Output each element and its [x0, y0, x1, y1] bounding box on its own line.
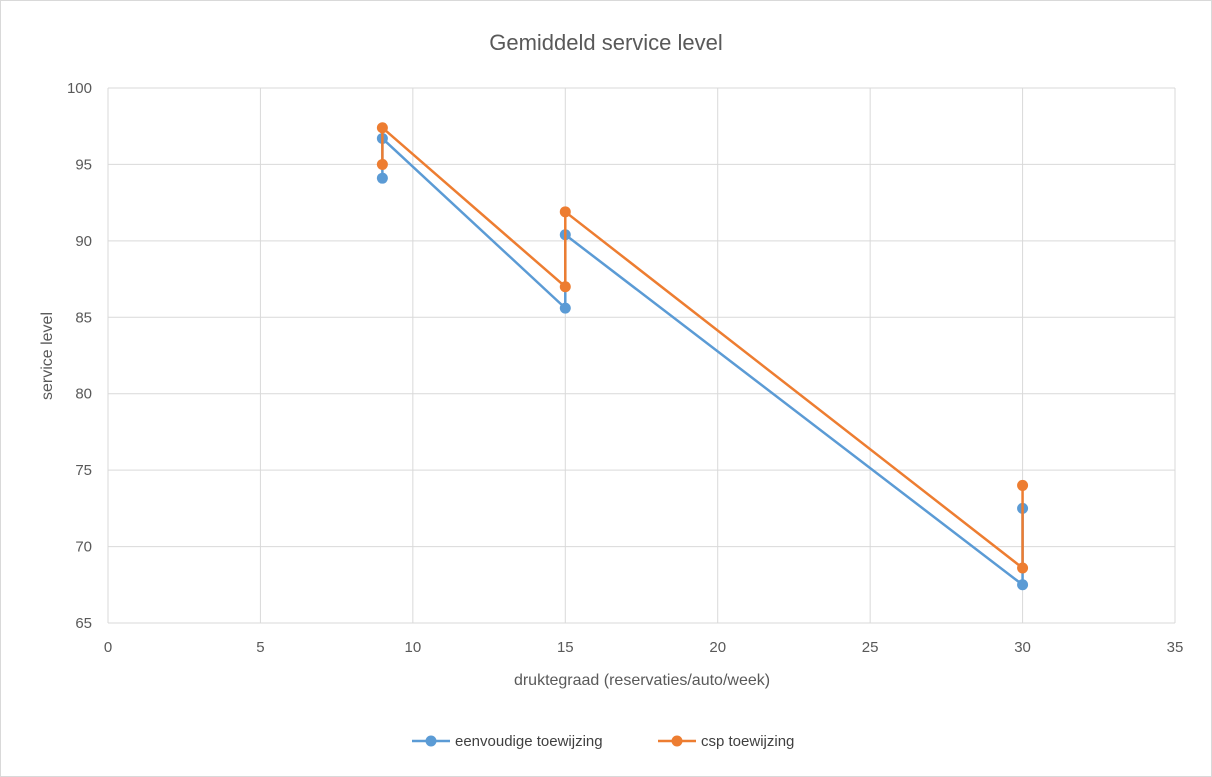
- data-point: [559, 302, 571, 314]
- x-tick-label: 15: [557, 639, 574, 656]
- y-tick-label: 80: [75, 386, 92, 403]
- y-tick-label: 65: [75, 615, 92, 632]
- y-tick-label: 100: [67, 80, 92, 97]
- series-line: [381, 126, 1024, 570]
- y-tick-label: 95: [75, 156, 92, 173]
- x-tick-label: 10: [405, 639, 422, 656]
- chart-title: Gemiddeld service level: [489, 30, 723, 55]
- x-tick-label: 25: [862, 639, 879, 656]
- data-point: [376, 122, 388, 134]
- x-tick-label: 20: [709, 639, 726, 656]
- y-axis-label: service level: [39, 312, 56, 400]
- series-2: [376, 122, 1029, 574]
- legend-item: eenvoudige toewijzing: [412, 733, 603, 750]
- y-tick-label: 90: [75, 233, 92, 250]
- y-tick-label: 85: [75, 309, 92, 326]
- legend-label: eenvoudige toewijzing: [455, 733, 603, 750]
- data-point: [1017, 479, 1029, 491]
- chart-series: [376, 122, 1029, 591]
- x-tick-label: 5: [256, 639, 264, 656]
- legend-item: csp toewijzing: [658, 733, 794, 750]
- data-point: [1017, 562, 1029, 574]
- data-point: [1017, 579, 1029, 591]
- legend: eenvoudige toewijzing csp toewijzing: [412, 733, 794, 750]
- x-tick-label: 30: [1014, 639, 1031, 656]
- series-line: [381, 137, 1024, 587]
- x-axis-label: druktegraad (reservaties/auto/week): [514, 672, 770, 689]
- data-point: [376, 158, 388, 170]
- y-tick-label: 70: [75, 539, 92, 556]
- legend-marker: [671, 735, 683, 747]
- x-tick-label: 35: [1167, 639, 1184, 656]
- legend-marker: [425, 735, 437, 747]
- data-point: [559, 206, 571, 218]
- data-point: [559, 281, 571, 293]
- y-tick-label: 75: [75, 462, 92, 479]
- y-axis-ticks: 65 70 75 80 85 90 95 100: [67, 80, 92, 632]
- legend-label: csp toewijzing: [701, 733, 794, 750]
- data-point: [376, 172, 388, 184]
- x-axis-ticks: 0 5 10 15 20 25 30 35: [104, 639, 1184, 656]
- x-tick-label: 0: [104, 639, 112, 656]
- series-1: [376, 132, 1029, 591]
- chart-grid: [107, 87, 1176, 624]
